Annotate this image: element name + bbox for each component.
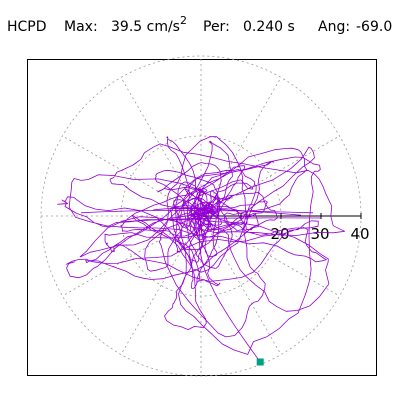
- station-code: HCPD: [7, 19, 47, 35]
- end-marker: [256, 358, 264, 366]
- grid-spoke: [200, 135, 340, 217]
- radial-tick-label: 40: [350, 225, 369, 243]
- ang-label: Ang:: [318, 19, 351, 35]
- max-value: 39.5 cm/s2: [111, 14, 187, 35]
- trace-spike: [152, 208, 302, 216]
- radial-tick-label: 30: [310, 225, 329, 243]
- grid-spoke: [120, 215, 202, 355]
- grid-spoke: [200, 215, 282, 355]
- trace-path: [57, 136, 345, 363]
- grid-spoke: [62, 215, 202, 297]
- trace-spike: [80, 210, 314, 214]
- per-label: Per:: [203, 19, 230, 35]
- motion-trace: [57, 136, 345, 363]
- max-label: Max:: [64, 19, 98, 35]
- ang-value: -69.0: [356, 19, 393, 35]
- trace-spike: [120, 217, 322, 223]
- per-value: 0.240 s: [243, 19, 295, 35]
- end-marker-group: [256, 358, 264, 366]
- max-value-text: 39.5 cm/s: [111, 19, 180, 35]
- plot-header: HCPD Max: 39.5 cm/s2 Per: 0.240 s Ang: -…: [0, 0, 400, 50]
- max-value-exponent: 2: [179, 14, 187, 27]
- grid-spoke: [62, 135, 202, 217]
